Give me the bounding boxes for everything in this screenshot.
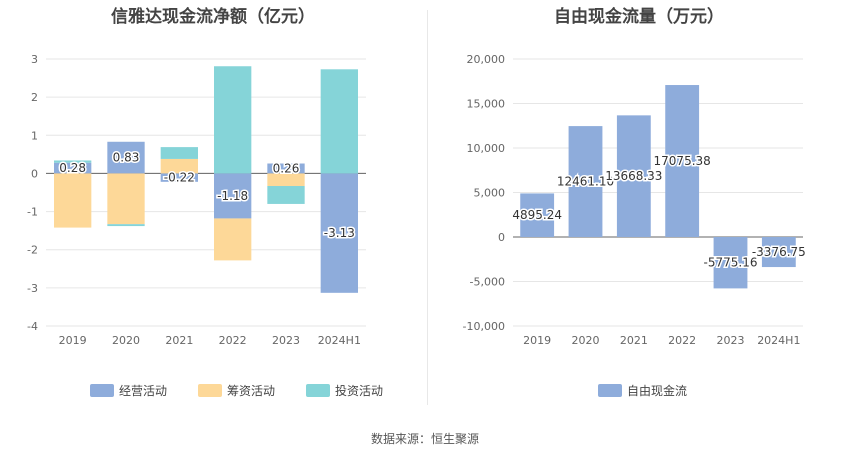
right-legend-swatch: [598, 384, 622, 397]
right-data-label: 17075.38: [654, 154, 711, 168]
right-y-tick-label: -5,000: [470, 276, 505, 289]
left-bar: [214, 218, 252, 261]
left-data-label: 0.83: [113, 151, 140, 165]
right-bar: [761, 237, 796, 268]
left-bar: [320, 69, 358, 174]
left-legend-label: 筹资活动: [227, 384, 275, 398]
left-legend-swatch: [90, 384, 114, 397]
left-bar: [107, 173, 145, 225]
right-chart-title: 自由现金流量（万元）: [554, 7, 724, 27]
left-bar: [107, 224, 145, 227]
left-bar: [160, 173, 198, 182]
left-data-label: -1.18: [217, 189, 248, 203]
left-x-tick-label: 2021: [165, 334, 193, 347]
left-data-label: 0.28: [59, 161, 86, 175]
right-y-tick-label: 5,000: [474, 187, 506, 200]
left-bar: [267, 163, 305, 174]
left-data-label: -0.22: [164, 171, 195, 185]
left-y-tick-label: 1: [31, 129, 38, 142]
right-y-tick-label: 10,000: [467, 142, 506, 155]
left-bar: [54, 173, 92, 228]
left-bar: [54, 162, 92, 174]
right-bar: [713, 237, 748, 289]
left-bar: [107, 141, 145, 174]
right-x-tick-label: 2022: [668, 334, 696, 347]
left-legend-swatch: [198, 384, 222, 397]
left-data-label: -3.13: [324, 226, 355, 240]
source-note: 数据来源：恒生聚源: [370, 432, 479, 446]
left-y-tick-label: 2: [31, 91, 38, 104]
right-bar: [616, 115, 651, 237]
right-y-tick-label: -10,000: [463, 320, 505, 333]
left-data-label: 0.26: [273, 161, 300, 175]
left-x-tick-label: 2024H1: [318, 334, 361, 347]
left-x-tick-label: 2023: [272, 334, 300, 347]
left-legend-label: 经营活动: [119, 384, 167, 398]
left-y-tick-label: -1: [27, 206, 38, 219]
right-x-tick-label: 2020: [572, 334, 600, 347]
right-x-tick-label: 2019: [523, 334, 551, 347]
left-y-tick-label: -4: [27, 320, 38, 333]
right-data-label: 13668.33: [605, 169, 662, 183]
left-bar: [267, 173, 305, 187]
right-y-tick-label: 15,000: [467, 98, 506, 111]
right-data-label: 12461.10: [557, 175, 614, 189]
right-legend-label: 自由现金流: [627, 383, 687, 398]
right-y-tick-label: 20,000: [467, 53, 506, 66]
right-x-tick-label: 2023: [717, 334, 745, 347]
left-y-tick-label: -2: [27, 244, 38, 257]
left-chart-title: 信雅达现金流净额（亿元）: [111, 7, 315, 27]
left-y-tick-label: 0: [31, 167, 38, 180]
left-bar: [54, 160, 92, 163]
right-bar: [568, 126, 603, 237]
right-bar: [520, 193, 555, 237]
left-x-tick-label: 2022: [219, 334, 247, 347]
left-legend-label: 投资活动: [335, 383, 383, 398]
left-bar: [160, 158, 198, 174]
right-data-label: -3376.75: [752, 245, 806, 259]
left-chart-svg: -4 -3 -2 -1 0 1 2 3 2019 2020 2021 2022 2023 2024H1 0.…: [27, 53, 383, 398]
left-x-tick-label: 2019: [59, 334, 87, 347]
right-data-label: 4895.24: [512, 208, 562, 222]
left-bar: [214, 173, 252, 219]
left-x-tick-label: 2020: [112, 334, 140, 347]
left-bar: [160, 147, 198, 159]
left-y-tick-label: -3: [27, 282, 38, 295]
right-x-tick-label: 2021: [620, 334, 648, 347]
left-bar: [320, 173, 358, 293]
right-chart-svg: -10,000 -5,000 0 5,000 10,000 15,000 20,000 201…: [463, 53, 808, 398]
left-chart-panel: 信雅达现金流净额（亿元） -4 -3 -2 -1 0 1 2 3 2019 2020 2021 202…: [27, 7, 383, 398]
right-x-tick-label: 2024H1: [757, 334, 800, 347]
left-legend-swatch: [306, 384, 330, 397]
panel-divider: [427, 10, 428, 405]
right-y-tick-label: 0: [498, 231, 505, 244]
left-bar: [267, 186, 305, 204]
right-bar: [665, 85, 700, 238]
left-y-tick-label: 3: [31, 53, 38, 66]
right-chart-panel: 自由现金流量（万元） -10,000 -5,000 0 5,000 10,000 15,0…: [428, 0, 850, 459]
left-bar: [214, 66, 252, 174]
right-data-label: -5775.16: [704, 256, 758, 270]
